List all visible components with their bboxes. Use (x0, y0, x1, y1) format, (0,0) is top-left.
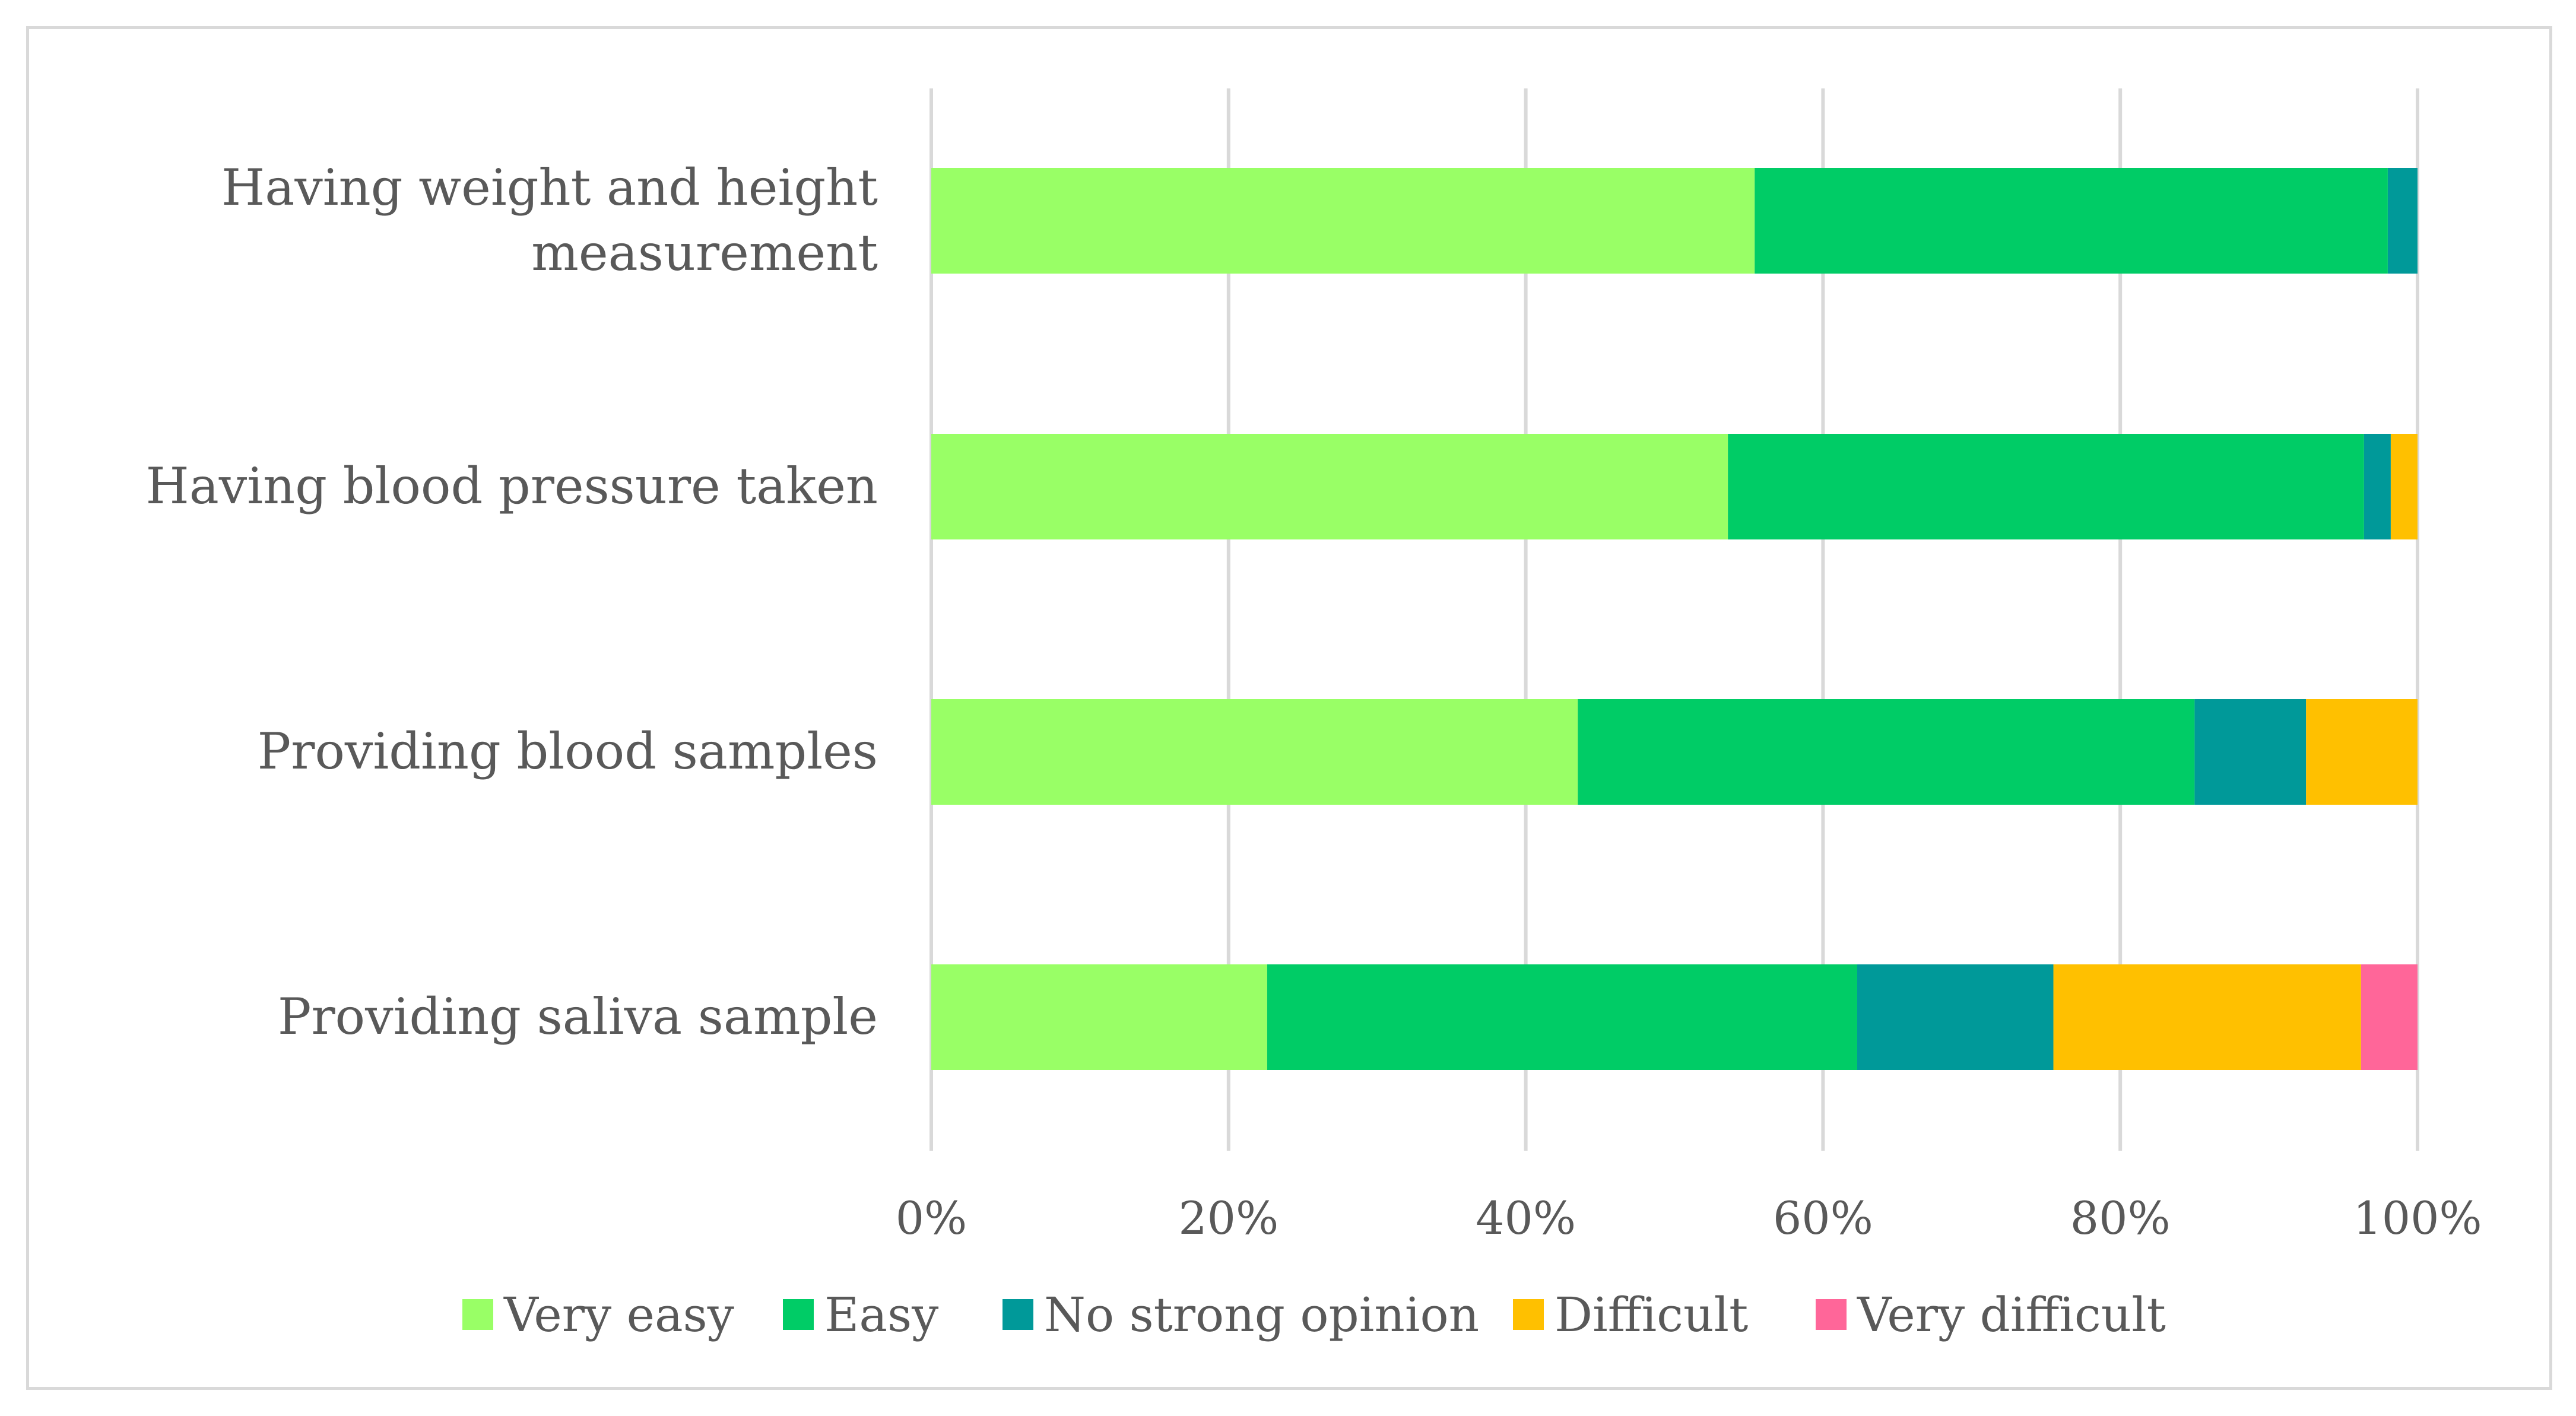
legend-item-easy: Easy (783, 1287, 938, 1342)
legend-swatch (1513, 1299, 1544, 1330)
legend-label: No strong opinion (1044, 1287, 1479, 1342)
legend-swatch (1816, 1299, 1847, 1330)
legend-item-difficult: Difficult (1513, 1287, 1748, 1342)
chart-frame: Having weight and height measurement Havin… (26, 26, 2552, 1390)
legend-item-very-easy: Very easy (462, 1287, 734, 1342)
bar-very-easy-row-4 (931, 964, 1267, 1070)
category-label-line: measurement (531, 224, 878, 282)
x-tick-label: 40% (1476, 1192, 1576, 1244)
legend-swatch (783, 1299, 814, 1330)
category-label: Providing blood samples (258, 722, 878, 780)
bar-easy-row-1 (1755, 168, 2388, 274)
legend-swatch (1003, 1299, 1033, 1330)
legend-label: Easy (824, 1287, 938, 1342)
x-tick-labels: 0% 20% 40% 60% 80% 100% (896, 1192, 2482, 1244)
category-label-line: Providing blood samples (258, 722, 878, 780)
bar-no-strong-opinion-row-4 (1857, 964, 2054, 1070)
category-label-line: Providing saliva sample (278, 988, 878, 1046)
bar-no-strong-opinion-row-1 (2387, 168, 2418, 274)
legend: Very easy Easy No strong opinion Difficult V… (462, 1287, 2166, 1342)
bar-difficult-row-4 (2053, 964, 2361, 1070)
legend-swatch (462, 1299, 493, 1330)
bar-no-strong-opinion-row-2 (2364, 434, 2391, 539)
category-label: Having weight and height measurement (221, 158, 878, 282)
bar-difficult-row-3 (2306, 699, 2418, 805)
bar-easy-row-2 (1728, 434, 2364, 539)
category-label: Having blood pressure taken (145, 457, 878, 515)
bar-very-easy-row-2 (931, 434, 1728, 539)
legend-label: Very difficult (1857, 1287, 2166, 1342)
x-tick-label: 20% (1178, 1192, 1279, 1244)
bar-very-easy-row-1 (931, 168, 1755, 274)
category-label-line: Having weight and height (221, 158, 878, 217)
category-labels: Having weight and height measurementHavin… (145, 158, 878, 1046)
x-tick-label: 60% (1773, 1192, 1873, 1244)
x-tick-label: 80% (2070, 1192, 2171, 1244)
bar-no-strong-opinion-row-3 (2194, 699, 2307, 805)
x-tick-label: 100% (2353, 1192, 2482, 1244)
legend-item-no-strong-opinion: No strong opinion (1003, 1287, 1479, 1342)
bar-difficult-row-2 (2390, 434, 2418, 539)
category-label-line: Having blood pressure taken (145, 457, 878, 515)
bar-very-difficult-row-4 (2361, 964, 2418, 1070)
stacked-bar-chart: Having weight and height measurementHavin… (145, 88, 2482, 1342)
bars (931, 168, 2418, 1070)
legend-label: Difficult (1555, 1287, 1748, 1342)
bar-easy-row-4 (1267, 964, 1857, 1070)
x-tick-label: 0% (896, 1192, 967, 1244)
category-label: Providing saliva sample (278, 988, 878, 1046)
bar-very-easy-row-3 (931, 699, 1578, 805)
legend-item-very-difficult: Very difficult (1816, 1287, 2166, 1342)
legend-label: Very easy (503, 1287, 734, 1342)
bar-easy-row-3 (1578, 699, 2195, 805)
